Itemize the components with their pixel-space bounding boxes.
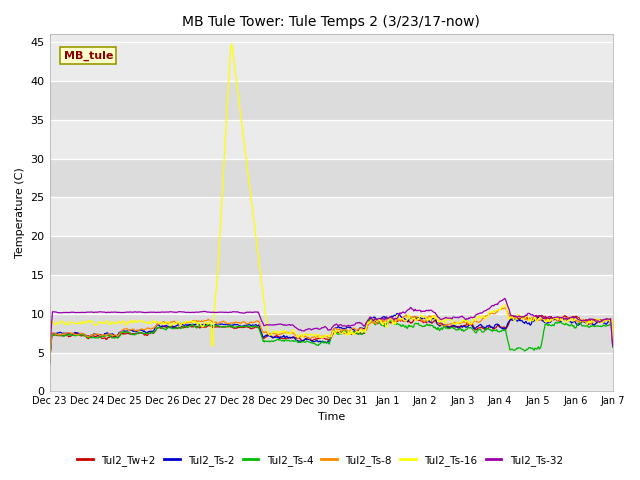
Text: MB_tule: MB_tule [63,50,113,60]
Bar [49,158,612,197]
Bar [49,353,612,391]
Bar [49,197,612,236]
Bar [49,275,612,314]
Bar [49,314,612,353]
Title: MB Tule Tower: Tule Temps 2 (3/23/17-now): MB Tule Tower: Tule Temps 2 (3/23/17-now… [182,15,480,29]
Legend: Tul2_Tw+2, Tul2_Ts-2, Tul2_Ts-4, Tul2_Ts-8, Tul2_Ts-16, Tul2_Ts-32: Tul2_Tw+2, Tul2_Ts-2, Tul2_Ts-4, Tul2_Ts… [73,451,567,470]
Bar [49,236,612,275]
Bar [49,81,612,120]
Bar [49,42,612,81]
Y-axis label: Temperature (C): Temperature (C) [15,168,25,258]
Bar [49,120,612,158]
X-axis label: Time: Time [317,412,345,422]
